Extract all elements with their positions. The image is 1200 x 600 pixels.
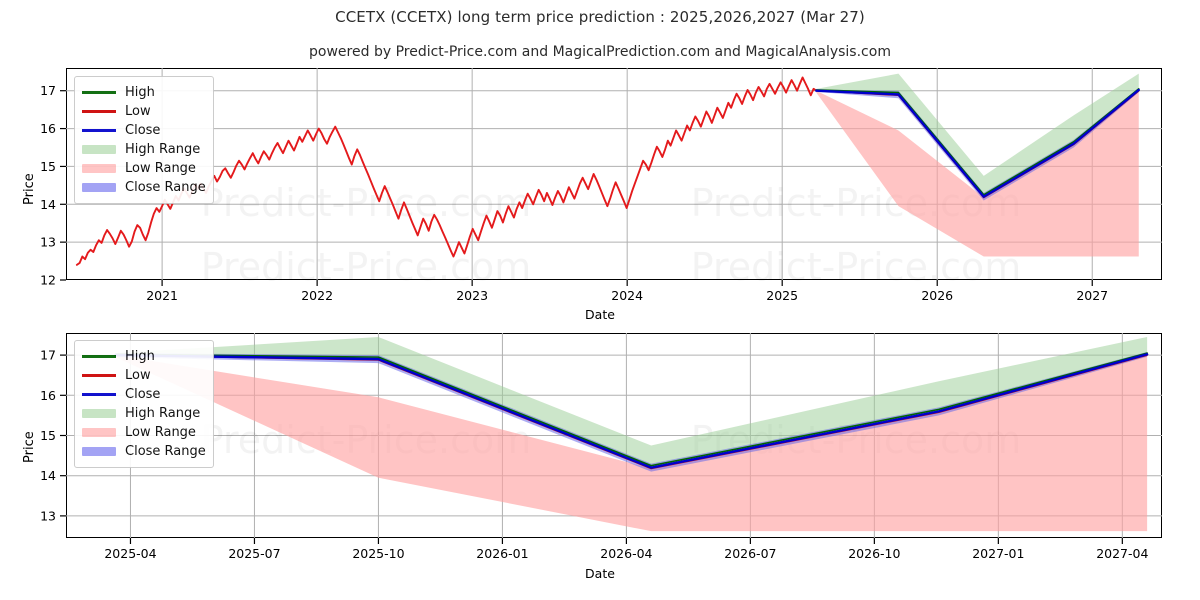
top-chart-panel: Predict-Price.com Predict-Price.com Predic…: [66, 68, 1162, 289]
svg-text:2024: 2024: [611, 288, 643, 303]
bottom-chart-panel: Predict-Price.comPredict-Price.com: [66, 333, 1162, 538]
svg-text:2026: 2026: [921, 288, 953, 303]
legend-swatch-low-range-icon: [82, 162, 116, 175]
legend-swatch-low-icon: [82, 369, 116, 382]
svg-text:2026-10: 2026-10: [848, 546, 900, 561]
svg-text:2021: 2021: [146, 288, 178, 303]
bottom-x-axis-label: Date: [585, 566, 615, 581]
top-legend-item: Close: [82, 121, 204, 140]
top-legend-label: High Range: [125, 142, 201, 157]
top-legend-item: High Range: [82, 140, 204, 159]
top-legend-item: Low: [82, 102, 204, 121]
bottom-legend: High Low Close High Range Low Range Close Ran…: [74, 340, 214, 468]
svg-text:Predict-Price.com: Predict-Price.com: [691, 245, 1022, 289]
bottom-legend-label: High Range: [125, 406, 201, 421]
svg-text:2022: 2022: [301, 288, 333, 303]
legend-swatch-high-range-icon: [82, 143, 116, 156]
svg-text:2025-10: 2025-10: [352, 546, 404, 561]
bottom-y-axis-label: Price: [22, 431, 37, 463]
svg-text:2023: 2023: [456, 288, 488, 303]
bottom-legend-item: Low: [82, 366, 204, 385]
svg-text:13: 13: [40, 235, 56, 250]
bottom-legend-label: High: [125, 349, 155, 364]
svg-text:2027-01: 2027-01: [972, 546, 1024, 561]
top-legend-label: Low: [125, 104, 151, 119]
bottom-legend-item: High Range: [82, 404, 204, 423]
top-legend-item: High: [82, 83, 204, 102]
svg-text:2025-07: 2025-07: [228, 546, 280, 561]
svg-text:15: 15: [40, 428, 56, 443]
top-legend-label: Close Range: [125, 180, 206, 195]
bottom-legend-item: Close Range: [82, 442, 206, 461]
page-title: CCETX (CCETX) long term price prediction…: [335, 8, 865, 26]
svg-text:Predict-Price.com: Predict-Price.com: [201, 181, 532, 225]
bottom-chart-svg: Predict-Price.comPredict-Price.com: [66, 333, 1162, 538]
svg-text:2027: 2027: [1076, 288, 1108, 303]
svg-text:16: 16: [40, 121, 56, 136]
svg-text:Predict-Price.com: Predict-Price.com: [201, 245, 532, 289]
top-legend-item: Low Range: [82, 159, 204, 178]
svg-text:14: 14: [40, 197, 56, 212]
svg-text:14: 14: [40, 468, 56, 483]
bottom-legend-item: Close: [82, 385, 204, 404]
top-y-axis-label: Price: [22, 173, 37, 205]
bottom-legend-item: Low Range: [82, 423, 204, 442]
legend-swatch-low-icon: [82, 105, 116, 118]
legend-swatch-low-range-icon: [82, 426, 116, 439]
svg-text:2026-07: 2026-07: [724, 546, 776, 561]
legend-swatch-high-range-icon: [82, 407, 116, 420]
svg-text:15: 15: [40, 159, 56, 174]
legend-swatch-close-range-icon: [82, 445, 116, 458]
bottom-legend-label: Close Range: [125, 444, 206, 459]
legend-swatch-close-icon: [82, 388, 116, 401]
top-chart-svg: Predict-Price.com Predict-Price.com Predic…: [66, 68, 1162, 289]
page-subtitle: powered by Predict-Price.com and Magical…: [309, 44, 891, 60]
top-legend-label: Low Range: [125, 161, 196, 176]
bottom-legend-label: Low: [125, 368, 151, 383]
legend-swatch-high-icon: [82, 350, 116, 363]
svg-text:2026-01: 2026-01: [476, 546, 528, 561]
top-legend-label: Close: [125, 123, 161, 138]
legend-swatch-high-icon: [82, 86, 116, 99]
top-legend-item: Close Range: [82, 178, 206, 197]
svg-text:13: 13: [40, 508, 56, 523]
top-legend-label: High: [125, 85, 155, 100]
svg-text:17: 17: [40, 348, 56, 363]
svg-text:2025: 2025: [766, 288, 798, 303]
svg-text:2025-04: 2025-04: [104, 546, 156, 561]
svg-text:2026-04: 2026-04: [600, 546, 652, 561]
top-legend: High Low Close High Range Low Range Close Ran…: [74, 76, 214, 204]
svg-text:17: 17: [40, 83, 56, 98]
legend-swatch-close-range-icon: [82, 181, 116, 194]
svg-text:16: 16: [40, 388, 56, 403]
svg-text:2027-04: 2027-04: [1096, 546, 1148, 561]
svg-text:12: 12: [40, 273, 56, 288]
bottom-legend-item: High: [82, 347, 204, 366]
bottom-legend-label: Low Range: [125, 425, 196, 440]
bottom-legend-label: Close: [125, 387, 161, 402]
legend-swatch-close-icon: [82, 124, 116, 137]
top-x-axis-label: Date: [585, 307, 615, 322]
